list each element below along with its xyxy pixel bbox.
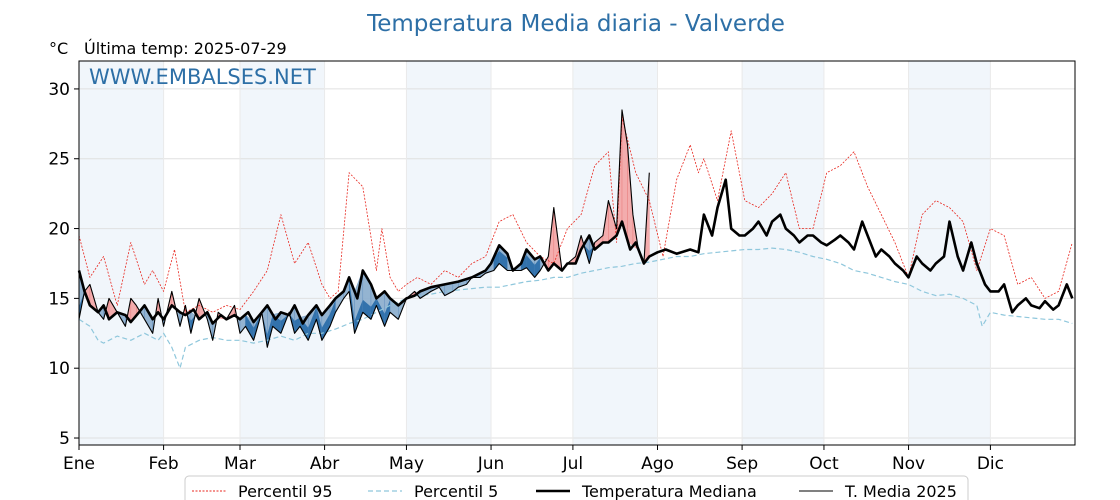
x-tick-label: Jul [562, 454, 584, 474]
fill-far-below-median [493, 250, 500, 271]
fill-far-below-median [245, 314, 254, 341]
month-band [406, 61, 492, 445]
fill-far-below-median [526, 255, 535, 278]
fill-far-below-median [330, 299, 336, 327]
last-temp-label: Última temp: 2025-07-29 [84, 39, 287, 58]
y-axis: 5 10 15 20 25 30 [48, 80, 79, 449]
series-line-temperatura-mediana [77, 178, 1074, 325]
y-tick-label: 30 [48, 80, 70, 100]
plot-frame [78, 60, 1076, 446]
series-line-percentil-95 [78, 116, 1073, 313]
fill-far-below-median [499, 250, 508, 271]
y-tick-label: 20 [48, 220, 70, 240]
legend-label-percentil-95: Percentil 95 [238, 482, 333, 500]
month-band [79, 61, 164, 445]
x-tick-label: May [389, 454, 424, 474]
legend-label-t-media-2025: T. Media 2025 [844, 482, 957, 500]
x-tick-label: Sep [726, 454, 758, 474]
x-tick-label: Jun [477, 454, 505, 474]
fill-far-below-median [354, 299, 363, 334]
x-tick-label: Ene [63, 454, 95, 474]
fill-far-below-median [321, 313, 331, 341]
series-lines [77, 109, 1074, 369]
x-tick-label: Ago [641, 454, 674, 474]
legend-label-temperatura-mediana: Temperatura Mediana [581, 482, 757, 500]
x-tick-label: Abr [310, 454, 339, 474]
x-tick-label: Oct [809, 454, 839, 474]
y-tick-label: 5 [59, 429, 70, 449]
x-axis: Ene Feb Mar Abr May Jun Jul Ago Sep Oct Nov Dic [63, 445, 1004, 474]
fill-far-below-median [308, 306, 317, 341]
y-tick-label: 15 [48, 289, 70, 309]
watermark: WWW.EMBALSES.NET [89, 65, 316, 89]
x-tick-label: Nov [892, 454, 925, 474]
month-band [742, 61, 824, 445]
y-tick-label: 25 [48, 150, 70, 170]
unit-label: °C [49, 39, 68, 58]
fill-far-below-median [294, 317, 301, 334]
month-band [908, 61, 991, 445]
fill-far-below-median [534, 257, 541, 278]
month-bands [79, 61, 991, 445]
legend: Percentil 95 Percentil 5 Temperatura Media… [184, 475, 969, 500]
series-line-t-media-2025 [78, 109, 650, 348]
fill-far-below-median [521, 255, 527, 271]
x-tick-label: Dic [977, 454, 1004, 474]
y-tick-label: 10 [48, 359, 70, 379]
legend-box [184, 475, 969, 500]
fill-far-below-median [267, 314, 273, 348]
month-band [239, 61, 325, 445]
fill-far-below-median [316, 306, 322, 341]
fill-far-below-median [376, 298, 385, 327]
fill-far-below-median [362, 299, 371, 320]
chart-title: Temperatura Media diaria - Valverde [366, 11, 785, 37]
x-tick-label: Feb [149, 454, 179, 474]
series-line-percentil-5 [78, 247, 1073, 369]
x-tick-label: Mar [224, 454, 256, 474]
legend-label-percentil-5: Percentil 5 [414, 482, 498, 500]
